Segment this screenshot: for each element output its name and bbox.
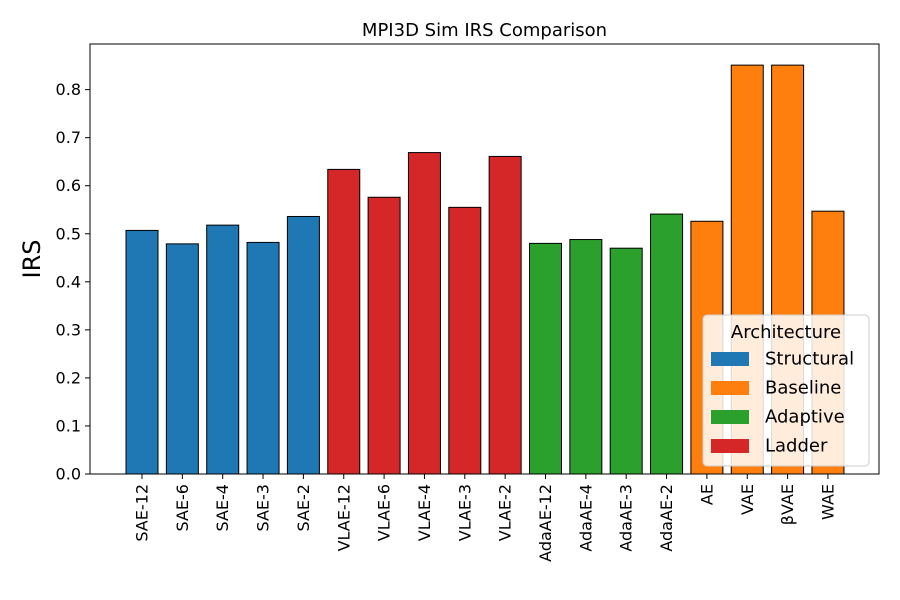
chart-title: MPI3D Sim IRS Comparison — [362, 20, 607, 41]
bar-adaae-12 — [529, 242, 562, 475]
y-tick-label: 0.5 — [56, 224, 81, 243]
plot-frame — [89, 43, 880, 475]
x-tick-label: AE — [697, 484, 716, 505]
bar-vlae-12 — [327, 168, 361, 475]
y-axis: 0.0 0.1 0.2 0.3 0.4 0.5 0.6 0.7 0.8 — [56, 80, 90, 484]
x-tick-label: AdaAE-2 — [657, 484, 676, 552]
legend-swatch-structural — [711, 352, 749, 366]
legend-swatch-baseline — [711, 381, 749, 395]
x-tick-label: VLAE-6 — [375, 484, 394, 541]
x-tick-label: AdaAE-3 — [617, 484, 636, 552]
bar-adaae-2 — [650, 213, 684, 475]
y-tick-label: 0.7 — [56, 128, 81, 147]
y-axis-title: IRS — [18, 240, 46, 279]
x-tick-label: WAE — [818, 484, 837, 520]
bar-vlae-6 — [367, 196, 401, 475]
legend: Architecture Structural Baseline Adaptive La… — [702, 314, 870, 467]
legend-swatch-adaptive — [711, 410, 749, 424]
bar-sae-6 — [165, 243, 199, 475]
x-tick-label: AdaAE-12 — [536, 484, 555, 562]
y-tick-label: 0.0 — [56, 465, 81, 484]
bar-vlae-2 — [488, 155, 522, 475]
legend-title: Architecture — [731, 322, 841, 343]
y-tick-label: 0.1 — [56, 416, 81, 435]
y-tick-label: 0.4 — [56, 272, 81, 291]
legend-label-adaptive: Adaptive — [765, 407, 845, 428]
x-tick-label: SAE-6 — [173, 484, 192, 531]
y-tick-label: 0.2 — [56, 368, 81, 387]
x-tick-label: VLAE-2 — [496, 484, 515, 541]
x-tick-label: VLAE-3 — [455, 484, 474, 541]
y-tick-label: 0.6 — [56, 176, 81, 195]
bar-sae-2 — [286, 215, 320, 475]
x-tick-label: VLAE-12 — [334, 484, 353, 551]
bar-vlae-4 — [407, 152, 441, 475]
y-tick-label: 0.3 — [56, 320, 81, 339]
x-tick-label: AdaAE-4 — [576, 484, 595, 552]
x-tick-label: VAE — [738, 484, 757, 515]
x-tick-label: SAE-2 — [294, 484, 313, 531]
legend-swatch-ladder — [711, 439, 749, 453]
x-tick-label: SAE-3 — [254, 484, 273, 531]
x-tick-label: βVAE — [778, 484, 797, 525]
x-tick-label: VLAE-4 — [415, 484, 434, 541]
legend-label-baseline: Baseline — [765, 378, 841, 399]
x-tick-label: SAE-12 — [133, 484, 152, 542]
bar-vlae-3 — [448, 206, 482, 475]
bar-sae-4 — [206, 224, 240, 475]
legend-label-structural: Structural — [765, 349, 854, 370]
x-axis: SAE-12 SAE-6 SAE-4 SAE-3 SAE-2 VLAE-12 VLAE-6 V… — [133, 474, 837, 562]
y-tick-label: 0.8 — [56, 80, 81, 99]
bar-sae-12 — [125, 229, 159, 475]
x-tick-label: SAE-4 — [213, 484, 232, 531]
bar-adaae-3 — [609, 247, 643, 475]
bar-adaae-4 — [569, 239, 603, 475]
legend-label-ladder: Ladder — [765, 436, 828, 457]
bar-sae-3 — [246, 241, 280, 475]
